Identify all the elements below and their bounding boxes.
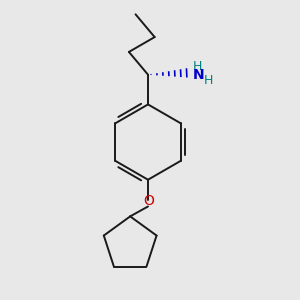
Text: O: O bbox=[144, 194, 154, 208]
Text: H: H bbox=[203, 74, 213, 87]
Text: N: N bbox=[193, 68, 204, 82]
Text: H: H bbox=[193, 60, 202, 73]
